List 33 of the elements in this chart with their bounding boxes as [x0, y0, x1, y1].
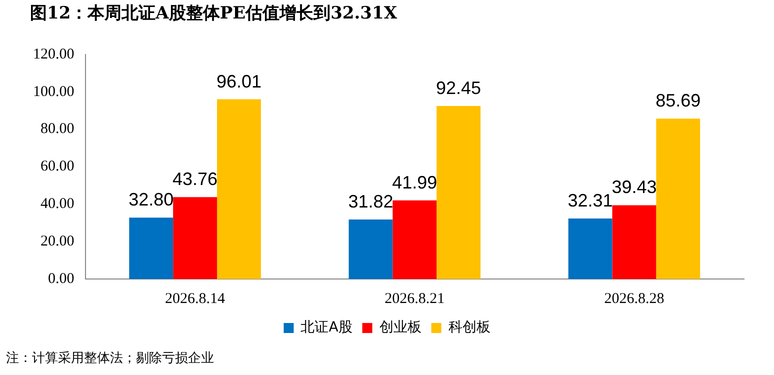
data-label: 32.80 — [128, 190, 174, 210]
y-tick-label: 0.00 — [48, 270, 74, 287]
legend-label: 科创板 — [448, 320, 490, 336]
bar — [129, 218, 174, 279]
x-tick-label: 2026.8.14 — [165, 290, 226, 307]
data-label: 85.69 — [656, 90, 701, 111]
data-label: 31.82 — [348, 191, 394, 212]
data-label: 96.01 — [216, 71, 262, 92]
bar — [348, 219, 393, 279]
bar — [436, 106, 480, 279]
bar — [568, 218, 612, 279]
data-label: 39.43 — [612, 177, 657, 198]
bar — [612, 205, 656, 279]
y-tick-label: 100.00 — [33, 84, 74, 100]
text: 注：计算采用整体法；剔除亏损企业 — [6, 350, 214, 367]
bar — [392, 200, 437, 279]
chart-title: 图12：本周北证A股整体PE估值增长到32.31X — [30, 4, 398, 24]
bar — [173, 197, 217, 279]
legend-label: 创业板 — [379, 320, 422, 336]
data-label: 41.99 — [392, 172, 438, 192]
data-label: 92.45 — [436, 78, 482, 98]
x-tick-label: 2026.8.21 — [384, 290, 445, 307]
y-tick-label: 60.00 — [40, 158, 74, 175]
x-tick-label: 2026.8.28 — [604, 290, 664, 307]
y-tick-label: 120.00 — [33, 46, 74, 62]
data-label: 43.76 — [172, 169, 218, 190]
legend-label: 北证A股 — [300, 320, 352, 336]
y-tick-label: 20.00 — [40, 234, 74, 250]
y-tick-label: 80.00 — [40, 121, 74, 138]
bar — [656, 118, 700, 279]
bar — [217, 99, 261, 279]
y-tick-label: 40.00 — [40, 196, 74, 212]
data-label: 32.31 — [568, 190, 613, 210]
